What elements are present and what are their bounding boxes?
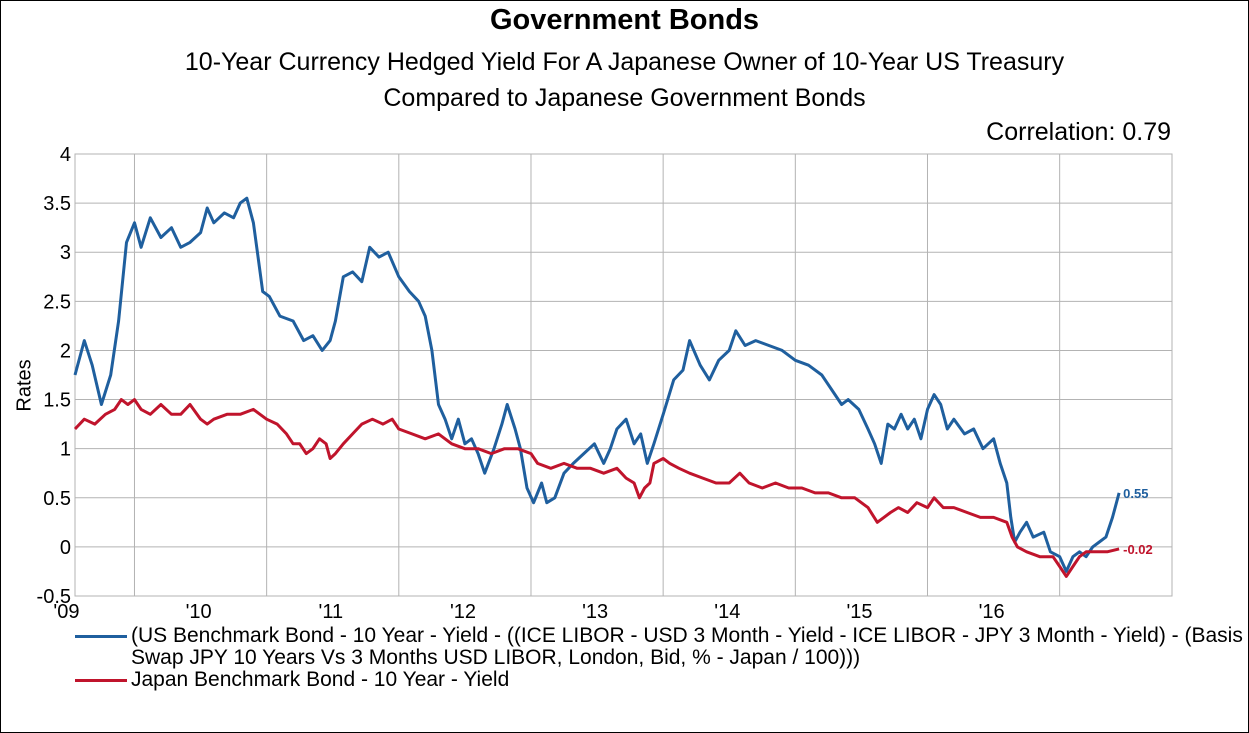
y-tick-label: 1 <box>60 439 71 461</box>
x-tick-label: '11 <box>319 601 344 623</box>
series-end-label: -0.02 <box>1123 542 1153 557</box>
y-tick-label: 2.5 <box>43 291 71 313</box>
grid-lines <box>74 153 1173 597</box>
legend: (US Benchmark Bond - 10 Year - Yield - (… <box>75 625 1245 691</box>
legend-entry-us-hedged: (US Benchmark Bond - 10 Year - Yield - (… <box>75 625 1245 669</box>
series-end-label: 0.55 <box>1123 486 1148 501</box>
x-tick-label: '12 <box>450 601 476 623</box>
correlation-annotation: Correlation: 0.79 <box>986 118 1171 146</box>
x-tick-labels: '09 '10 '11 '12 '13 '14 '15 '16 <box>53 601 1004 623</box>
legend-swatch-japan <box>75 679 127 682</box>
legend-label-japan: Japan Benchmark Bond - 10 Year - Yield <box>131 668 510 691</box>
series-line-japan <box>73 398 1120 578</box>
series-line-us-hedged <box>73 196 1121 573</box>
legend-label-us-hedged: (US Benchmark Bond - 10 Year - Yield - (… <box>131 624 1243 669</box>
y-tick-label: 3.5 <box>43 193 71 215</box>
legend-swatch-us-hedged <box>75 635 127 638</box>
chart-subtitle-line-2: Compared to Japanese Government Bonds <box>383 84 866 112</box>
y-tick-label: 4 <box>60 144 71 166</box>
chart-subtitle-line-1: 10-Year Currency Hedged Yield For A Japa… <box>184 48 1065 76</box>
plot-area-border <box>74 153 1173 597</box>
y-tick-label: 0 <box>60 537 71 559</box>
y-tick-label: 0.5 <box>43 488 71 510</box>
x-tick-label: '10 <box>186 601 212 623</box>
chart-title: Government Bonds <box>489 4 760 36</box>
x-tick-label: '16 <box>979 601 1005 623</box>
x-tick-label: '14 <box>714 601 740 623</box>
legend-entry-japan: Japan Benchmark Bond - 10 Year - Yield <box>75 669 1245 691</box>
series-lines <box>73 196 1121 578</box>
x-tick-label: '13 <box>582 601 608 623</box>
y-tick-label: 1.5 <box>43 390 71 412</box>
series-end-labels: 0.55 -0.02 <box>1123 486 1153 557</box>
y-tick-label: 3 <box>60 242 71 264</box>
x-tick-label: '15 <box>846 601 872 623</box>
y-tick-label: 2 <box>60 340 71 362</box>
y-tick-label: -0.5 <box>37 586 71 608</box>
x-tick-label: '09 <box>53 601 79 623</box>
y-tick-labels: -0.5 0 0.5 1 1.5 2 2.5 3 3.5 4 <box>37 144 71 608</box>
